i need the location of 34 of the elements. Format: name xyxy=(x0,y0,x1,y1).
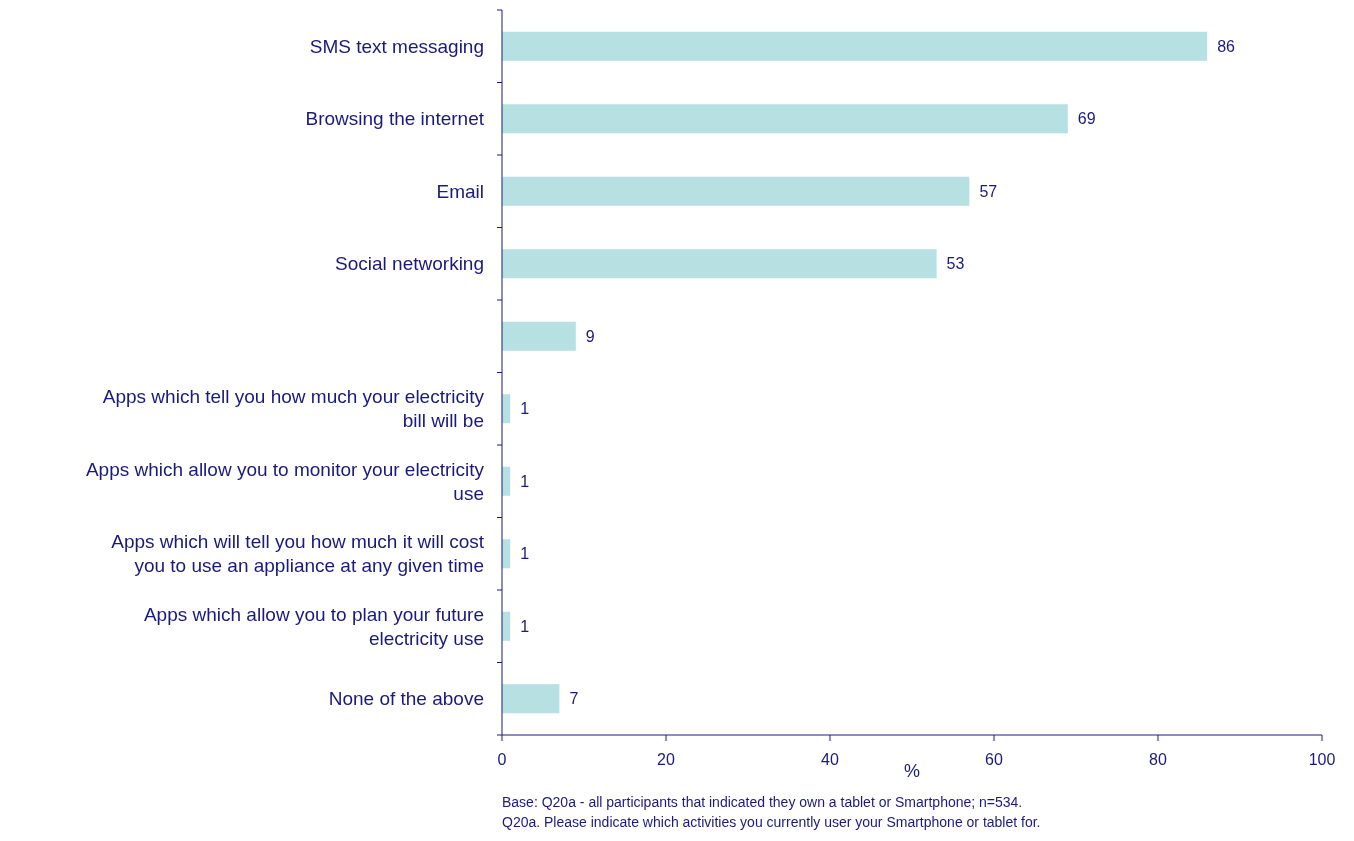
y-tick-label: Apps which will tell you how much it will cost you to use an appliance at any given time xyxy=(111,531,485,577)
x-tick-label: 100 xyxy=(1308,751,1336,768)
data-label: 86 xyxy=(1217,37,1236,55)
bar xyxy=(502,31,1208,61)
bar xyxy=(502,684,560,714)
text: Q20a. Please indicate which activities you currently user your Smartphone or tablet for. xyxy=(502,814,1041,830)
data-label: 69 xyxy=(1077,110,1096,128)
data-label: 7 xyxy=(569,690,579,708)
data-label: 1 xyxy=(520,400,530,418)
data-label: 53 xyxy=(946,255,965,273)
x-tick-label: 20 xyxy=(657,751,675,768)
x-tick-label: 0 xyxy=(497,751,507,768)
y-tick-label: Browsing the internet xyxy=(305,108,485,130)
x-tick-label: 60 xyxy=(985,751,1003,768)
x-axis-title: % xyxy=(903,761,921,781)
x-tick-label: 40 xyxy=(821,751,839,768)
bar xyxy=(502,321,576,351)
y-tick-label: Apps which tell you how much your electricity bill will be xyxy=(102,386,485,432)
y-tick-label: Email xyxy=(436,180,484,202)
data-label: 1 xyxy=(520,472,530,490)
y-tick-label: None of the above xyxy=(328,688,484,710)
bar xyxy=(502,176,970,206)
x-tick-label: 80 xyxy=(1149,751,1167,768)
y-tick-label: Apps which allow you to monitor your electricity use xyxy=(85,458,485,504)
data-label: 1 xyxy=(520,545,530,563)
y-tick-label: Social networking xyxy=(335,253,484,275)
text: Base: Q20a - all participants that indicated they own a tablet or Smartphone; n=534. xyxy=(502,794,1023,810)
y-tick-label: Apps which allow you to plan your future electricity use xyxy=(143,603,484,649)
bar xyxy=(502,104,1068,134)
y-tick-label: SMS text messaging xyxy=(309,35,484,57)
bar xyxy=(502,249,937,279)
data-label: 1 xyxy=(520,617,530,635)
data-label: 9 xyxy=(585,327,595,345)
data-label: 57 xyxy=(979,182,998,200)
